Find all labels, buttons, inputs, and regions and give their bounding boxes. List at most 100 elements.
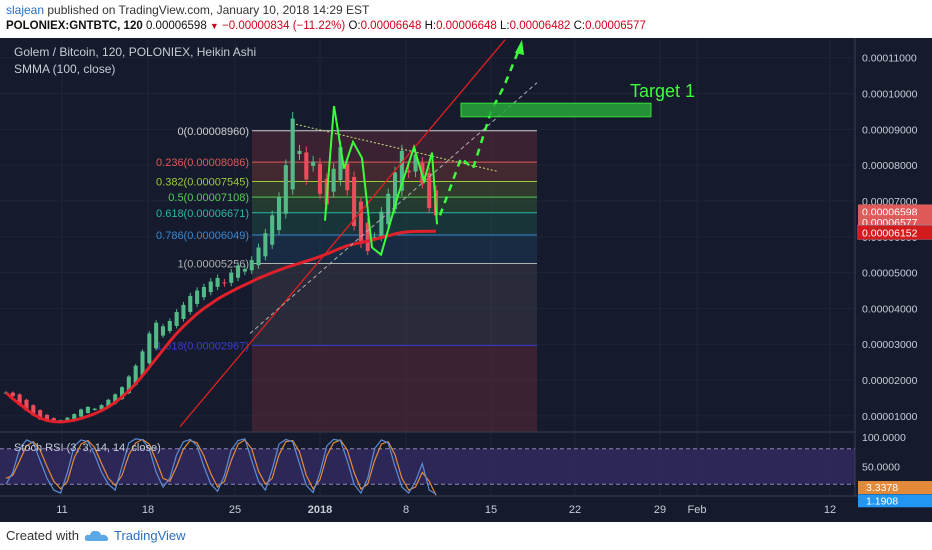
rsi-k-line	[5, 438, 437, 495]
candle-body	[283, 165, 288, 214]
candle-body	[195, 290, 200, 304]
y-tick-label: 0.00004000	[862, 303, 918, 315]
smma-legend: SMMA (100, close)	[14, 62, 115, 76]
candle-body	[31, 405, 36, 416]
candle-body	[215, 277, 220, 287]
target-label: Target 1	[630, 81, 695, 101]
candle-body	[154, 322, 159, 349]
target-box	[460, 102, 652, 118]
candle-body	[10, 392, 15, 397]
low-key: L:	[500, 20, 510, 32]
candle-body	[92, 408, 97, 410]
x-tick-label: 22	[569, 504, 581, 516]
tradingview-link[interactable]: TradingView	[114, 528, 186, 543]
y-tick-label: 0.00008000	[862, 160, 918, 172]
author-link[interactable]: slajean	[6, 3, 45, 17]
candle-body	[222, 282, 227, 284]
x-tick-label: 11	[56, 504, 67, 516]
rsi-value-label: 3.3378	[866, 482, 898, 494]
y-tick-label: 0.00010000	[862, 89, 918, 101]
candle-body	[167, 320, 172, 331]
candle-body	[229, 272, 234, 283]
candle-body	[174, 312, 179, 326]
candle-body	[297, 150, 302, 155]
candle-body	[24, 399, 29, 411]
candle-body	[393, 172, 398, 210]
trendline-red	[179, 39, 506, 428]
candle-body	[399, 150, 404, 191]
price-chart[interactable]: 0(0.00008960) 0.236(0.00008086) 0.382(0.00…	[0, 38, 932, 522]
candle-body	[133, 365, 138, 385]
rsi-value-bg	[858, 494, 932, 508]
candle-body	[256, 247, 261, 266]
price-label-bg	[858, 204, 932, 219]
fib-level-label: 0.786(0.00006049)	[156, 230, 249, 242]
stoch-rsi-pane	[0, 438, 855, 496]
y-tick-label: 0.00001000	[862, 411, 918, 423]
fib-zone	[252, 130, 537, 163]
candle-body	[311, 161, 316, 166]
candle-body	[140, 351, 145, 376]
open-key: O:	[348, 20, 361, 32]
fib-level-label: 1.618(0.00002967)	[156, 340, 249, 352]
x-tick-label: 2018	[308, 504, 332, 516]
candle-body	[249, 260, 254, 271]
publish-header: slajean published on TradingView.com, Ja…	[6, 3, 369, 17]
candle-body	[147, 333, 152, 364]
fib-level-label: 0.236(0.00008086)	[156, 157, 249, 169]
candle-body	[38, 410, 43, 420]
y-tick-label: 0.00003000	[862, 339, 918, 351]
x-tick-label: 15	[485, 504, 497, 516]
candle-body	[304, 152, 309, 180]
candle-body	[379, 211, 384, 237]
candle-body	[427, 173, 432, 209]
candle-body	[276, 197, 282, 231]
axes: 11 18 25 2018 8 15 22 29 Feb 12 0.00011000 0.000100…	[0, 38, 932, 516]
down-triangle-icon: ▼	[209, 21, 219, 31]
candle-body	[160, 326, 166, 336]
candle-body	[386, 193, 391, 225]
rsi-value-label: 1.1908	[866, 495, 898, 507]
symbol-name: POLONIEX:GNTBTC, 120	[6, 20, 143, 32]
last-price: 0.00006598	[145, 20, 207, 32]
y-tick-label: 0.00002000	[862, 375, 918, 387]
candle-body	[79, 409, 84, 417]
candle-body	[413, 154, 418, 172]
x-tick-label: Feb	[688, 504, 707, 516]
candle-body	[181, 304, 186, 319]
fib-level-label: 1(0.00005256)	[177, 258, 249, 270]
fib-level-label: 0.618(0.00006671)	[156, 208, 249, 220]
candle-body	[236, 265, 241, 278]
fib-zone	[252, 212, 537, 236]
projection-arrowhead	[515, 39, 524, 55]
candle-body	[345, 163, 350, 191]
candle-body	[113, 394, 118, 404]
drawings[interactable]	[179, 39, 652, 428]
y-tick-label: 0.00011000	[862, 53, 917, 65]
candle-body	[263, 233, 268, 257]
candle-body	[44, 414, 49, 422]
rsi-tick-label: 100.0000	[862, 432, 906, 444]
low-value: 0.00006482	[509, 20, 571, 32]
candle-body	[65, 417, 70, 421]
candle-body	[317, 163, 323, 194]
open-value: 0.00006648	[360, 20, 422, 32]
candle-body	[85, 406, 90, 413]
x-tick-label: 8	[403, 504, 409, 516]
smma-line	[4, 229, 436, 424]
created-with: Created with	[6, 528, 79, 543]
candle-body	[406, 170, 411, 173]
pattern-zigzag	[324, 105, 438, 257]
candle-body	[352, 176, 357, 227]
x-tick-label: 29	[654, 504, 666, 516]
candle-body	[338, 147, 343, 181]
trendline-resistance	[295, 123, 498, 172]
x-tick-label: 25	[229, 504, 241, 516]
high-key: H:	[424, 20, 437, 32]
fib-level-label: 0(0.00008960)	[177, 126, 249, 138]
y-tick-label: 0.00009000	[862, 124, 918, 136]
fib-zone	[252, 345, 537, 432]
high-value: 0.00006648	[436, 20, 497, 32]
candle-body	[208, 281, 213, 293]
fib-zone	[252, 235, 537, 264]
